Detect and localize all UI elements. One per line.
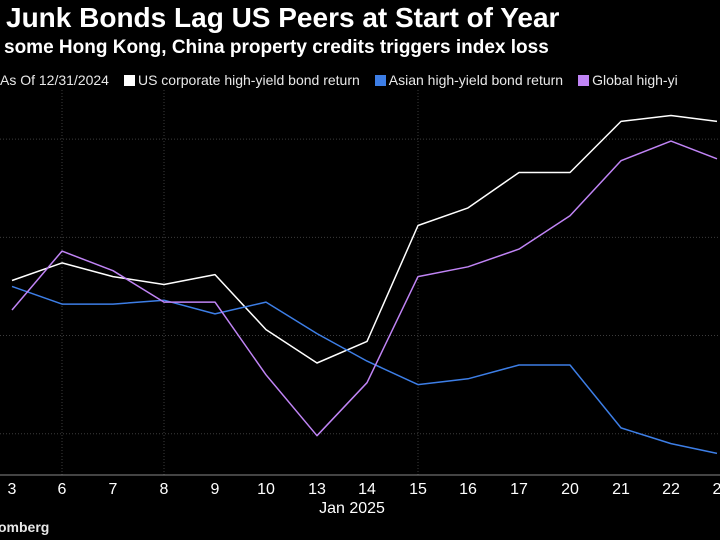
x-tick-label-14: 2 xyxy=(713,481,720,498)
x-axis-label: Jan 2025 xyxy=(319,500,385,517)
series-line-2 xyxy=(11,140,718,437)
chart-subtitle: some Hong Kong, China property credits t… xyxy=(4,37,549,58)
x-tick-label-13: 22 xyxy=(662,481,680,498)
x-tick-label-11: 20 xyxy=(561,481,579,498)
legend: As Of 12/31/2024 US corporate high-yield… xyxy=(0,72,693,88)
source-label: omberg xyxy=(0,519,50,535)
x-tick-label-3: 8 xyxy=(160,481,169,498)
series-line-0 xyxy=(11,114,718,364)
x-tick-label-0: 3 xyxy=(8,481,17,498)
legend-item-global: Global high-yi xyxy=(578,72,678,88)
x-tick-label-9: 16 xyxy=(459,481,477,498)
x-tick-label-2: 7 xyxy=(109,481,118,498)
x-tick-label-10: 17 xyxy=(510,481,528,498)
x-tick-label-5: 10 xyxy=(257,481,275,498)
x-tick-label-12: 21 xyxy=(612,481,630,498)
x-tick-label-1: 6 xyxy=(58,481,67,498)
legend-as-of: As Of 12/31/2024 xyxy=(0,72,109,88)
x-tick-label-8: 15 xyxy=(409,481,427,498)
x-tick-label-7: 14 xyxy=(358,481,376,498)
legend-swatch-global xyxy=(578,74,590,86)
legend-label-global: Global high-yi xyxy=(592,72,678,88)
legend-item-asian: Asian high-yield bond return xyxy=(374,72,564,88)
series-line-1 xyxy=(11,285,718,455)
x-tick-label-6: 13 xyxy=(308,481,326,498)
legend-label-us: US corporate high-yield bond return xyxy=(137,72,360,88)
x-tick-label-4: 9 xyxy=(211,481,220,498)
chart-title: Junk Bonds Lag US Peers at Start of Year xyxy=(6,2,560,33)
legend-swatch-asian xyxy=(374,74,386,86)
legend-label-asian: Asian high-yield bond return xyxy=(388,72,564,88)
legend-swatch-us xyxy=(123,74,135,86)
legend-item-us: US corporate high-yield bond return xyxy=(123,72,360,88)
